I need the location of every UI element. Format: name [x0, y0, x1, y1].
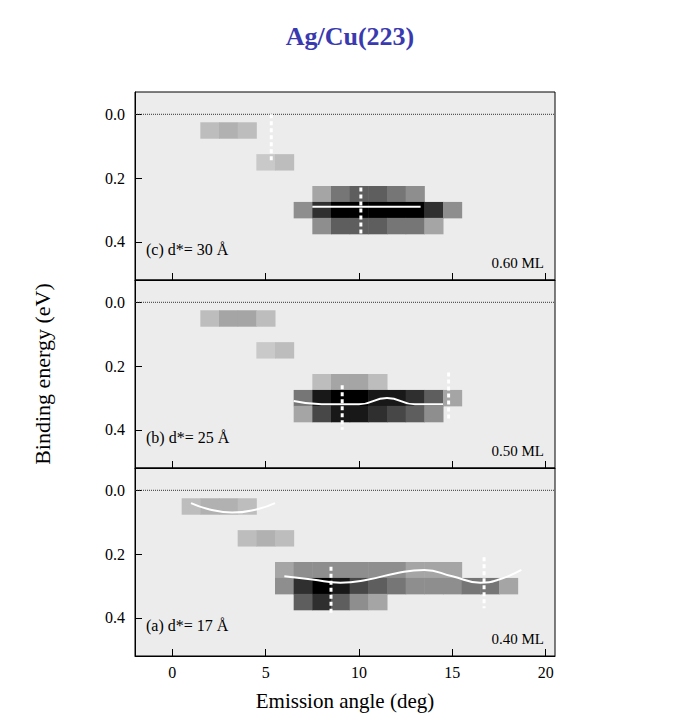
- svg-text:(b) d*= 25 Å: (b) d*= 25 Å: [146, 429, 230, 447]
- svg-text:0.40 ML: 0.40 ML: [492, 631, 545, 647]
- svg-text:Emission angle (deg): Emission angle (deg): [256, 689, 434, 713]
- svg-text:(c) d*= 30 Å: (c) d*= 30 Å: [146, 241, 229, 259]
- svg-text:10: 10: [351, 664, 367, 681]
- svg-text:5: 5: [262, 664, 270, 681]
- svg-text:0.50 ML: 0.50 ML: [492, 443, 545, 459]
- svg-text:(a) d*= 17 Å: (a) d*= 17 Å: [146, 617, 229, 635]
- svg-text:Ag/Cu(223): Ag/Cu(223): [286, 22, 415, 51]
- svg-text:0.2: 0.2: [105, 170, 125, 187]
- svg-text:0.4: 0.4: [105, 233, 125, 250]
- svg-text:0.0: 0.0: [105, 482, 125, 499]
- svg-text:0.2: 0.2: [105, 546, 125, 563]
- svg-text:0: 0: [168, 664, 176, 681]
- svg-text:Binding energy (eV): Binding energy (eV): [30, 283, 55, 465]
- svg-text:0.4: 0.4: [105, 609, 125, 626]
- svg-text:0.2: 0.2: [105, 358, 125, 375]
- svg-text:0.0: 0.0: [105, 294, 125, 311]
- svg-text:15: 15: [444, 664, 460, 681]
- svg-text:0.60 ML: 0.60 ML: [492, 255, 545, 271]
- svg-text:0.4: 0.4: [105, 421, 125, 438]
- svg-text:20: 20: [538, 664, 554, 681]
- svg-text:0.0: 0.0: [105, 106, 125, 123]
